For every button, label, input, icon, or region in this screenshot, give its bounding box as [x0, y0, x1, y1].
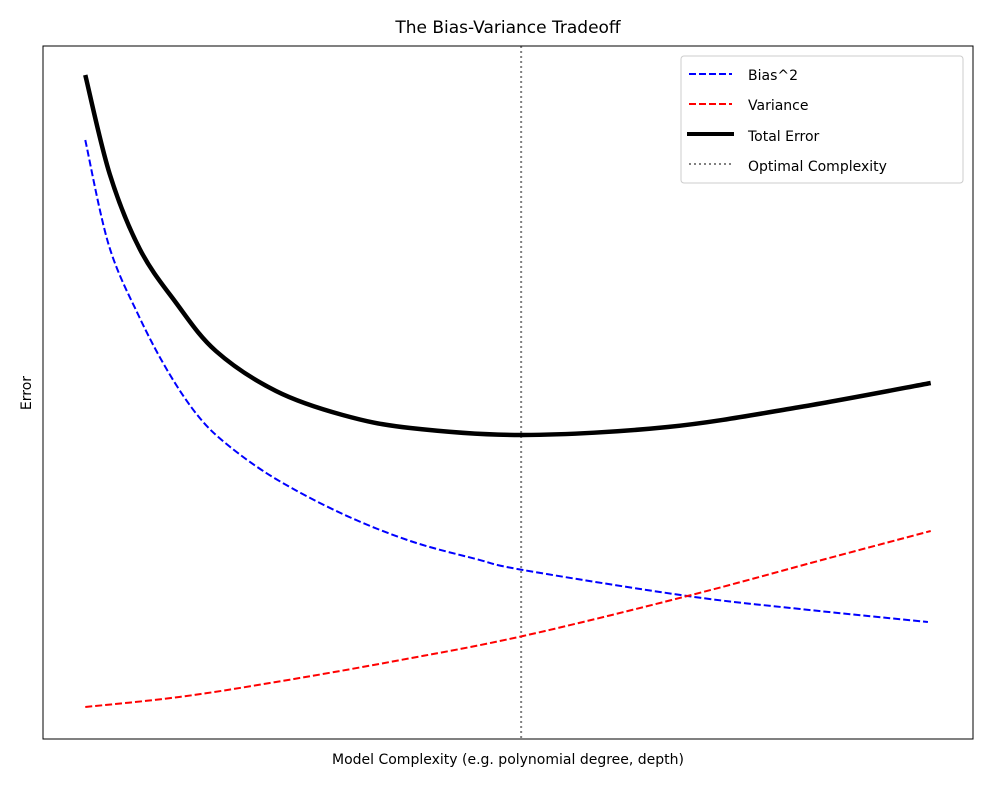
chart-title: The Bias-Variance Tradeoff [394, 18, 622, 38]
legend-box [680, 55, 964, 184]
series-line-total-error [83, 74, 932, 438]
axes-frame [42, 45, 974, 740]
legend: Bias^2 Variance Total Error Optimal Comp… [680, 55, 964, 184]
series-line-bias-2 [84, 139, 929, 623]
series-line-variance [85, 530, 931, 708]
y-axis-label: Error [19, 376, 35, 410]
x-axis-label: Model Complexity (e.g. polynomial degree… [332, 752, 684, 768]
legend-label-total: Total Error [747, 129, 820, 145]
legend-label-bias: Bias^2 [748, 68, 798, 84]
legend-label-optimal: Optimal Complexity [748, 159, 887, 175]
plot-area [83, 46, 932, 739]
legend-label-variance: Variance [748, 98, 808, 114]
